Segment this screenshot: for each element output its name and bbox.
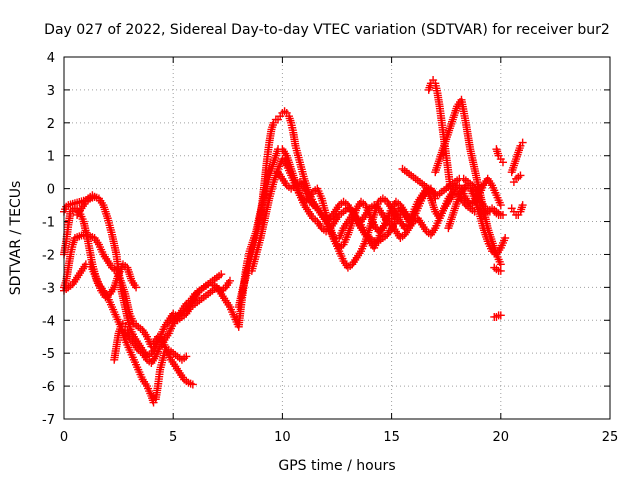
series-sat-q bbox=[490, 311, 505, 321]
series-sat-n bbox=[431, 95, 505, 269]
series-sat-k bbox=[335, 187, 505, 252]
y-tick-label: 1 bbox=[47, 150, 55, 165]
data-layer bbox=[60, 76, 527, 407]
series-sat-o bbox=[444, 181, 510, 259]
data-point bbox=[518, 138, 527, 147]
y-tick-label: -6 bbox=[42, 380, 55, 395]
plot-frame bbox=[63, 56, 611, 420]
x-tick-label: 15 bbox=[383, 430, 400, 445]
y-tick-label: -7 bbox=[42, 413, 55, 428]
data-point bbox=[518, 201, 527, 210]
series-sat-r bbox=[490, 263, 505, 275]
data-point bbox=[225, 276, 234, 285]
y-tick-label: 0 bbox=[47, 183, 55, 198]
series-sat-p bbox=[492, 145, 507, 167]
data-point bbox=[496, 201, 505, 210]
y-tick-label: -5 bbox=[42, 347, 55, 362]
y-tick-label: 2 bbox=[47, 117, 55, 132]
series-sat-t bbox=[507, 201, 527, 219]
data-point bbox=[496, 266, 505, 275]
series-sat-f bbox=[110, 276, 234, 368]
y-axis-label: SDTVAR / TECUs bbox=[8, 181, 24, 296]
x-tick-label: 0 bbox=[60, 430, 68, 445]
data-point bbox=[516, 171, 525, 180]
chart-title: Day 027 of 2022, Sidereal Day-to-day VTE… bbox=[44, 22, 610, 38]
data-point bbox=[446, 184, 455, 193]
y-tick-label: -1 bbox=[42, 216, 55, 231]
data-point bbox=[217, 270, 226, 279]
data-point bbox=[188, 380, 197, 389]
x-tick-label: 5 bbox=[169, 430, 177, 445]
data-point bbox=[501, 234, 510, 242]
y-tick-label: -4 bbox=[42, 314, 55, 329]
y-tick-label: -2 bbox=[42, 248, 55, 263]
x-tick-label: 20 bbox=[493, 430, 510, 445]
x-tick-label: 10 bbox=[274, 430, 291, 445]
x-axis-label: GPS time / hours bbox=[278, 458, 395, 474]
data-point bbox=[498, 158, 507, 167]
data-point bbox=[496, 311, 505, 320]
y-tick-label: -3 bbox=[42, 281, 55, 296]
y-tick-label: 3 bbox=[47, 84, 55, 99]
x-tick-label: 25 bbox=[602, 430, 619, 445]
series-sat-j bbox=[274, 168, 505, 226]
data-point bbox=[182, 352, 191, 361]
data-point bbox=[132, 283, 141, 292]
series-sat-u bbox=[509, 171, 525, 187]
series-sat-s bbox=[507, 138, 527, 177]
data-point bbox=[498, 210, 507, 219]
y-tick-label: 4 bbox=[47, 51, 55, 66]
